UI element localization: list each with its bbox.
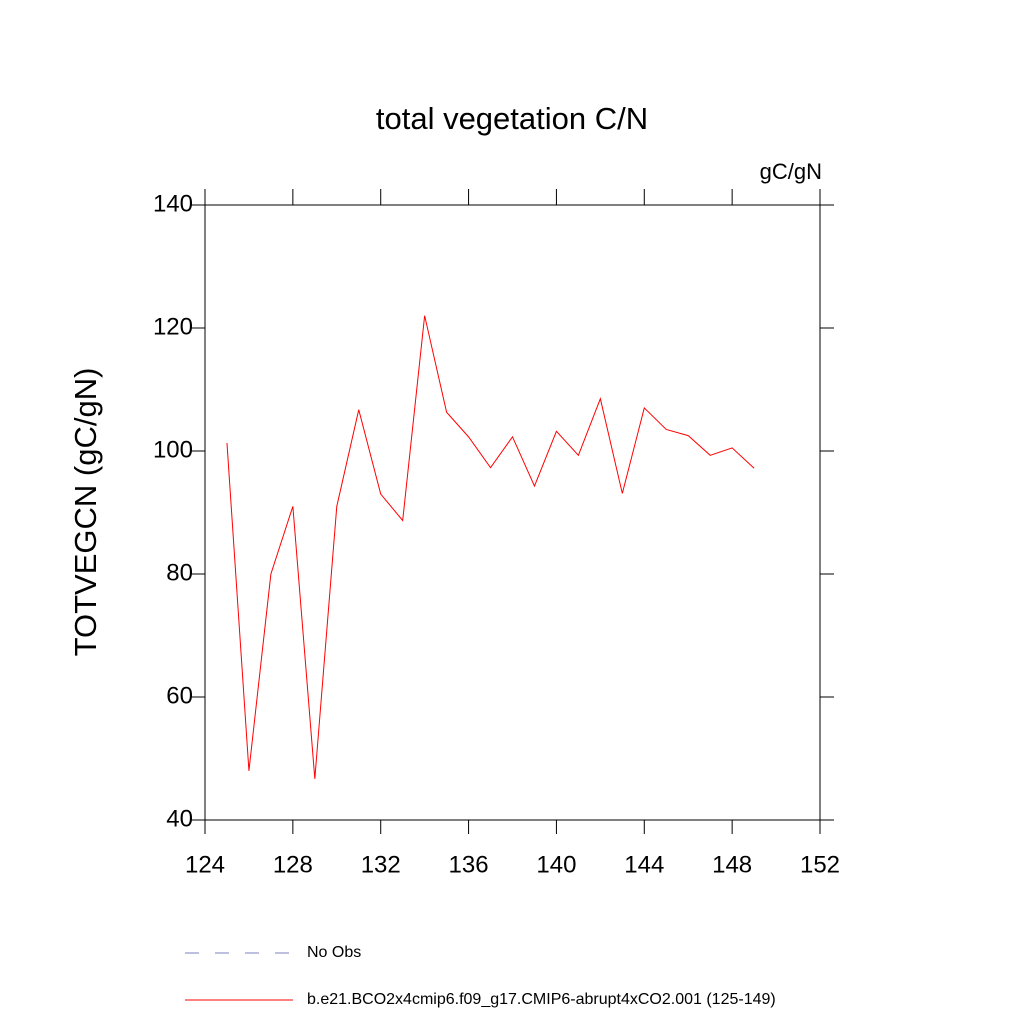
- x-tick-label: 136: [449, 851, 489, 878]
- x-tick-label: 144: [624, 851, 664, 878]
- data-line: [226, 315, 755, 779]
- y-tick-label: 100: [153, 436, 193, 463]
- x-tick-label: 128: [273, 851, 313, 878]
- y-tick-label: 60: [166, 682, 193, 709]
- y-axis-label: TOTVEGCN (gC/gN): [68, 368, 103, 657]
- legend-label: No Obs: [307, 944, 361, 961]
- y-tick-label: 40: [166, 805, 193, 832]
- x-tick-label: 152: [800, 851, 840, 878]
- y-tick-label: 120: [153, 313, 193, 340]
- plot-frame: [204, 204, 821, 821]
- chart-title: total vegetation C/N: [376, 101, 648, 136]
- x-tick-label: 140: [536, 851, 576, 878]
- units-label: gC/gN: [760, 159, 822, 184]
- x-tick-label: 132: [361, 851, 401, 878]
- x-tick-label: 148: [712, 851, 752, 878]
- y-tick-label: 140: [153, 190, 193, 217]
- y-tick-label: 80: [166, 559, 193, 586]
- legend-label: b.e21.BCO2x4cmip6.f09_g17.CMIP6-abrupt4x…: [307, 991, 776, 1008]
- x-tick-label: 124: [185, 851, 225, 878]
